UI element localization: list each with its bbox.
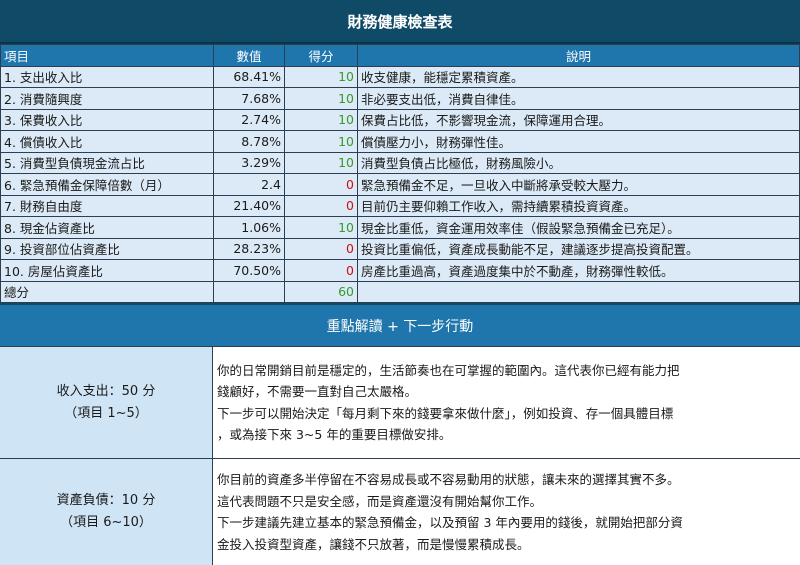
col-header-item: 項目 <box>0 44 214 67</box>
total-value-cell <box>213 280 285 303</box>
block-text-line: 錢顧好，不需要一直對自己太嚴格。 <box>217 384 418 399</box>
value-cell: 28.23% <box>213 237 285 260</box>
col-header-desc: 說明 <box>357 44 800 67</box>
value-cell: 68.41% <box>213 65 285 88</box>
score-cell: 10 <box>284 151 358 174</box>
value-cell: 70.50% <box>213 259 285 282</box>
sheet-title: 財務健康檢查表 <box>0 0 800 44</box>
item-cell: 4. 償債收入比 <box>0 130 214 153</box>
item-cell: 7. 財務自由度 <box>0 194 214 217</box>
desc-cell: 緊急預備金不足，一旦收入中斷將承受較大壓力。 <box>357 173 800 196</box>
section-title: 重點解讀 + 下一步行動 <box>0 303 800 346</box>
item-cell: 1. 支出收入比 <box>0 65 214 88</box>
block-text-line: 你目前的資產多半停留在不容易成長或不容易動用的狀態，讓未來的選擇其實不多。 <box>217 472 680 487</box>
total-row: 總分 60 <box>0 280 800 303</box>
desc-cell: 房產比重過高，資產過度集中於不動產，財務彈性較低。 <box>357 259 800 282</box>
table-row: 1. 支出收入比 68.41% 10 收支健康，能穩定累積資產。 <box>0 65 800 88</box>
desc-cell: 目前仍主要仰賴工作收入，需持續累積投資資產。 <box>357 194 800 217</box>
score-cell: 10 <box>284 65 358 88</box>
block-range: （項目 1~5） <box>64 405 148 421</box>
score-cell: 0 <box>284 237 358 260</box>
desc-cell: 償債壓力小，財務彈性佳。 <box>357 130 800 153</box>
table-row: 3. 保費收入比 2.74% 10 保費占比低，不影響現金流，保障運用合理。 <box>0 108 800 131</box>
item-cell: 2. 消費隨興度 <box>0 87 214 110</box>
table-row: 8. 現金佔資產比 1.06% 10 現金比重低，資金運用效率佳（假設緊急預備金… <box>0 216 800 239</box>
desc-cell: 消費型負債占比極低，財務風險小。 <box>357 151 800 174</box>
desc-cell: 現金比重低，資金運用效率佳（假設緊急預備金已充足）。 <box>357 216 800 239</box>
item-cell: 6. 緊急預備金保障倍數（月） <box>0 173 214 196</box>
col-header-score: 得分 <box>284 44 358 67</box>
table-row: 5. 消費型負債現金流占比 3.29% 10 消費型負債占比極低，財務風險小。 <box>0 151 800 174</box>
block-text-line: ，或為接下來 3~5 年的重要目標做安排。 <box>217 427 452 442</box>
desc-cell: 收支健康，能穩定累積資產。 <box>357 65 800 88</box>
item-cell: 8. 現金佔資產比 <box>0 216 214 239</box>
table-row: 7. 財務自由度 21.40% 0 目前仍主要仰賴工作收入，需持續累積投資資產。 <box>0 194 800 217</box>
col-header-value: 數值 <box>213 44 285 67</box>
score-cell: 10 <box>284 108 358 131</box>
score-cell: 0 <box>284 173 358 196</box>
item-cell: 5. 消費型負債現金流占比 <box>0 151 214 174</box>
value-cell: 2.74% <box>213 108 285 131</box>
score-cell: 10 <box>284 216 358 239</box>
table-row: 4. 償債收入比 8.78% 10 償債壓力小，財務彈性佳。 <box>0 130 800 153</box>
desc-cell: 投資比重偏低，資產成長動能不足，建議逐步提高投資配置。 <box>357 237 800 260</box>
score-cell: 0 <box>284 259 358 282</box>
block-label: 收入支出：50 分 <box>56 383 156 399</box>
interpretation-block: 收入支出：50 分 （項目 1~5） 你的日常開銷目前是穩定的，生活節奏也在可掌握… <box>0 346 800 458</box>
interpretation-block: 資產負債：10 分 （項目 6~10） 你目前的資產多半停留在不容易成長或不容易動… <box>0 458 800 565</box>
item-cell: 3. 保費收入比 <box>0 108 214 131</box>
value-cell: 21.40% <box>213 194 285 217</box>
item-cell: 10. 房屋佔資產比 <box>0 259 214 282</box>
value-cell: 8.78% <box>213 130 285 153</box>
total-desc-cell <box>357 280 800 303</box>
value-cell: 7.68% <box>213 87 285 110</box>
score-cell: 10 <box>284 87 358 110</box>
item-cell: 9. 投資部位佔資產比 <box>0 237 214 260</box>
score-cell: 0 <box>284 194 358 217</box>
block-label: 資產負債：10 分 <box>56 493 156 508</box>
block-text-line: 下一步建議先建立基本的緊急預備金，以及預留 3 年內要用的錢後，就開始把部分資 <box>217 515 683 530</box>
value-cell: 3.29% <box>213 151 285 174</box>
table-row: 6. 緊急預備金保障倍數（月） 2.4 0 緊急預備金不足，一旦收入中斷將承受較… <box>0 173 800 196</box>
value-cell: 2.4 <box>213 173 285 196</box>
health-table: 項目 數值 得分 說明 1. 支出收入比 68.41% 10 收支健康，能穩定累… <box>0 44 800 303</box>
score-cell: 10 <box>284 130 358 153</box>
block-text-line: 這代表問題不只是安全感，而是資產還沒有開始幫你工作。 <box>217 493 543 509</box>
desc-cell: 保費占比低，不影響現金流，保障運用合理。 <box>357 108 800 131</box>
desc-cell: 非必要支出低，消費自律佳。 <box>357 87 800 110</box>
total-score: 60 <box>284 280 358 303</box>
block-text-line: 你的日常開銷目前是穩定的，生活節奏也在可掌握的範圍內。這代表你已經有能力把 <box>217 362 680 378</box>
total-label: 總分 <box>0 280 214 303</box>
table-row: 10. 房屋佔資產比 70.50% 0 房產比重過高，資產過度集中於不動產，財務… <box>0 259 800 282</box>
block-text-line: 金投入投資型資產，讓錢不只放著，而是慢慢累積成長。 <box>217 536 530 552</box>
table-row: 2. 消費隨興度 7.68% 10 非必要支出低，消費自律佳。 <box>0 87 800 110</box>
block-text-line: 下一步可以開始決定「每月剩下來的錢要拿來做什麼」，例如投資、存一個具體目標 <box>217 405 674 421</box>
table-row: 9. 投資部位佔資產比 28.23% 0 投資比重偏低，資產成長動能不足，建議逐… <box>0 237 800 260</box>
value-cell: 1.06% <box>213 216 285 239</box>
block-range: （項目 6~10） <box>60 515 152 530</box>
